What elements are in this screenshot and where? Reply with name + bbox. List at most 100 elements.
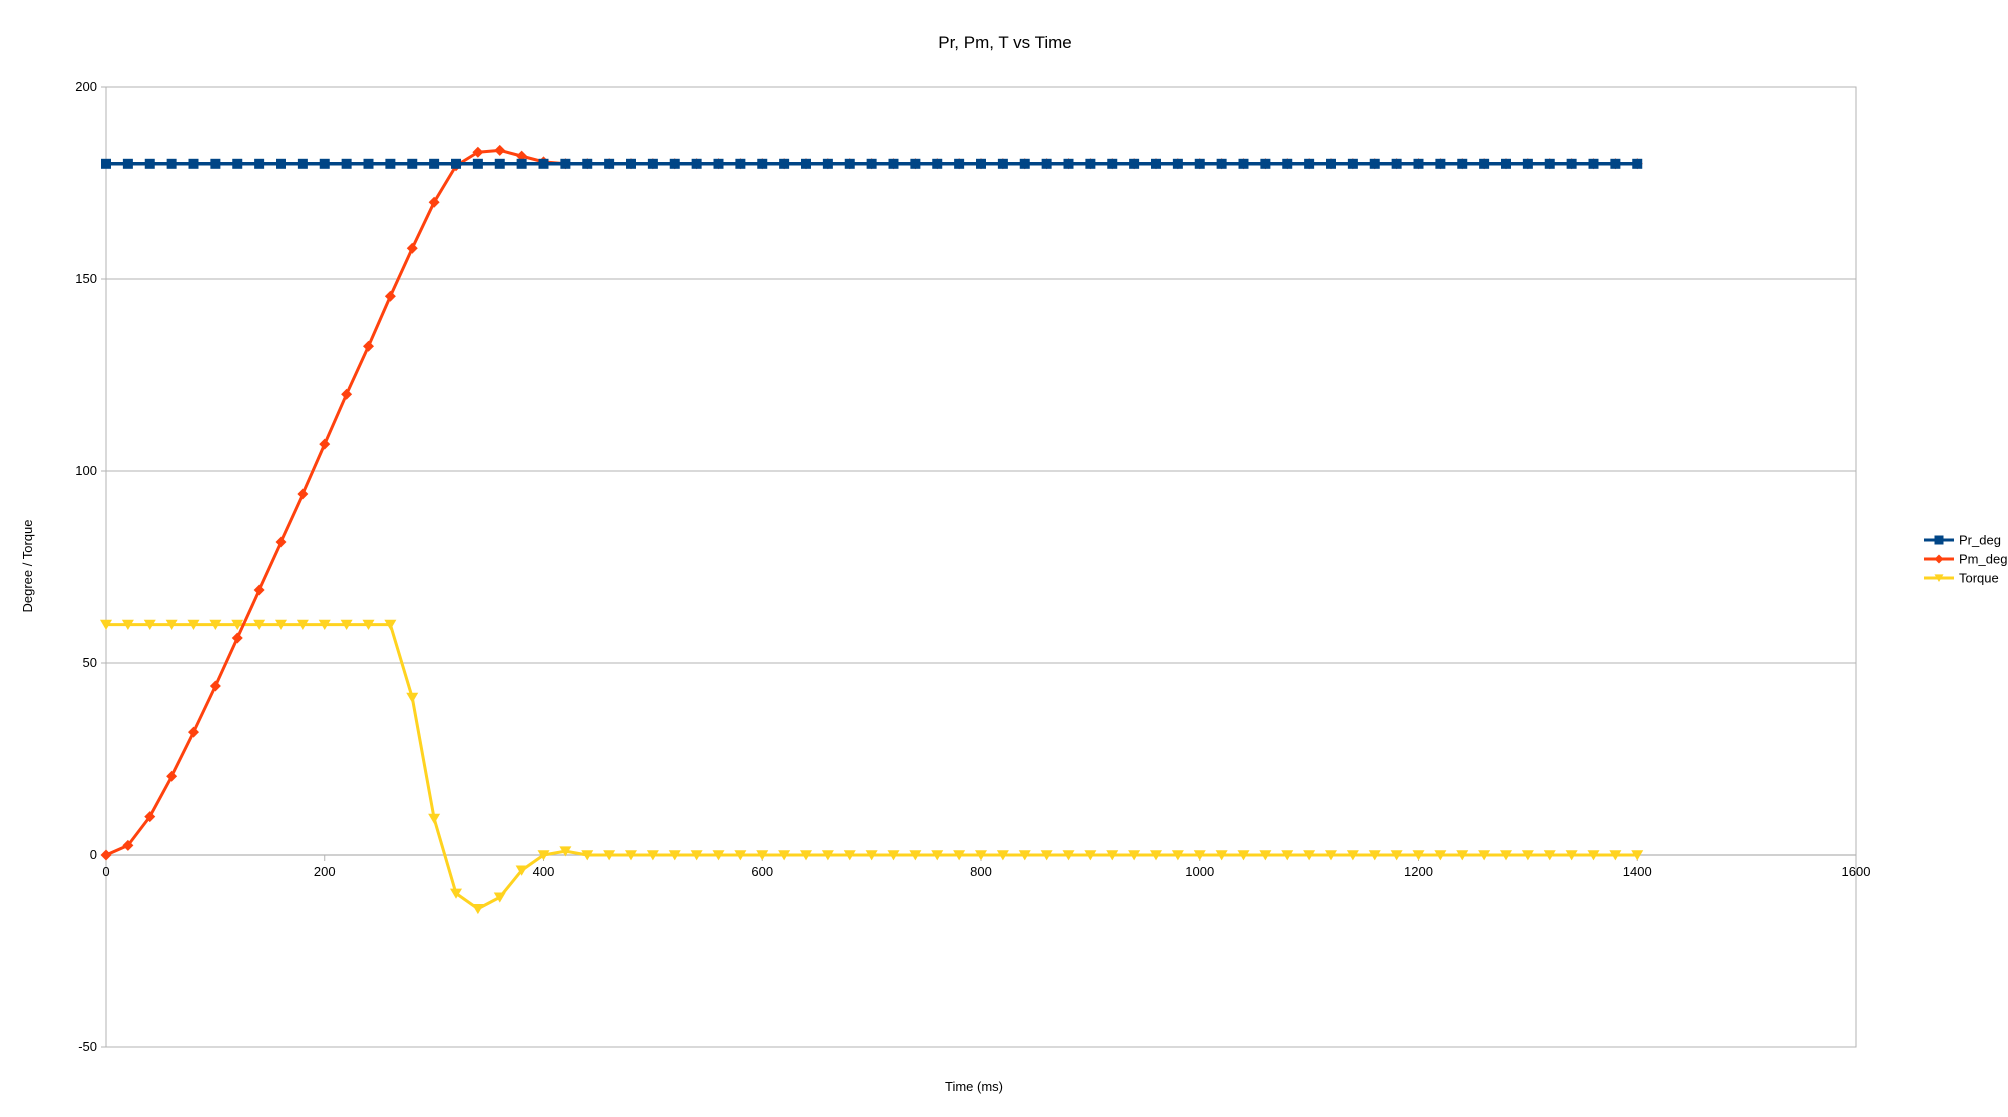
data-point-Pm_deg bbox=[406, 242, 418, 254]
data-point-Torque bbox=[690, 850, 703, 861]
data-point-Pm_deg bbox=[472, 146, 484, 158]
data-point-Torque bbox=[428, 813, 441, 824]
data-point-Pr_deg bbox=[1194, 158, 1205, 169]
data-point-Torque bbox=[340, 619, 353, 630]
data-point-Torque bbox=[646, 850, 659, 861]
data-point-Torque bbox=[1084, 850, 1097, 861]
data-point-Torque bbox=[734, 850, 747, 861]
series-line-Pm_deg bbox=[105, 148, 1638, 857]
data-point-Torque bbox=[1412, 850, 1425, 861]
x-tick-label: 200 bbox=[314, 864, 336, 879]
data-point-Torque bbox=[1500, 850, 1512, 861]
data-point-Pr_deg bbox=[472, 158, 483, 169]
x-tick-label: 600 bbox=[751, 864, 773, 879]
data-point-Torque bbox=[1565, 850, 1578, 861]
data-point-Torque bbox=[865, 850, 878, 861]
data-point-Pr_deg bbox=[1522, 158, 1533, 169]
legend-item-Pm_deg: Pm_deg bbox=[1924, 552, 2007, 567]
data-point-Pr_deg bbox=[735, 158, 746, 169]
data-point-Pr_deg bbox=[954, 158, 965, 169]
data-point-Pr_deg bbox=[1041, 158, 1052, 169]
legend-label: Pr_deg bbox=[1959, 533, 2001, 548]
data-point-Torque bbox=[1478, 850, 1491, 861]
x-tick-label: 0 bbox=[102, 864, 109, 879]
data-point-Pm_deg bbox=[100, 849, 112, 861]
data-point-Pm_deg bbox=[297, 488, 309, 500]
data-point-Pr_deg bbox=[1063, 158, 1074, 169]
data-point-Pr_deg bbox=[647, 158, 658, 169]
data-point-Pr_deg bbox=[1413, 158, 1424, 169]
data-point-Pr_deg bbox=[1129, 158, 1140, 169]
data-point-Pr_deg bbox=[276, 158, 286, 169]
data-point-Pr_deg bbox=[822, 158, 833, 169]
data-point-Pr_deg bbox=[1019, 158, 1030, 169]
data-point-Pr_deg bbox=[1566, 158, 1577, 169]
data-point-Torque bbox=[909, 850, 922, 861]
x-tick-label: 1000 bbox=[1185, 864, 1214, 879]
data-point-Torque bbox=[1368, 850, 1381, 861]
data-point-Torque bbox=[1281, 850, 1294, 861]
data-point-Torque bbox=[953, 850, 966, 861]
data-point-Pr_deg bbox=[560, 158, 571, 169]
data-point-Pr_deg bbox=[997, 158, 1008, 169]
data-point-Torque bbox=[493, 892, 506, 903]
data-point-Pr_deg bbox=[910, 158, 921, 169]
data-point-Pr_deg bbox=[1216, 158, 1227, 169]
legend-marker-Pr_deg bbox=[1934, 535, 1944, 545]
data-point-Pr_deg bbox=[363, 158, 374, 169]
data-point-Torque bbox=[625, 850, 637, 861]
data-point-Torque bbox=[1062, 850, 1075, 861]
legend-marker-Pm_deg bbox=[1934, 554, 1944, 564]
data-point-Pm_deg bbox=[231, 632, 243, 644]
data-point-Pr_deg bbox=[188, 158, 199, 169]
data-point-Torque bbox=[362, 619, 375, 630]
data-point-Pr_deg bbox=[779, 158, 790, 169]
data-point-Torque bbox=[296, 619, 309, 630]
data-point-Pr_deg bbox=[582, 158, 593, 169]
data-point-Torque bbox=[1128, 850, 1141, 861]
data-point-Pr_deg bbox=[1172, 158, 1183, 169]
data-point-Torque bbox=[712, 850, 725, 861]
legend-item-Torque: Torque bbox=[1924, 571, 1999, 586]
data-point-Pr_deg bbox=[604, 158, 615, 169]
data-point-Torque bbox=[1018, 850, 1031, 861]
data-point-Pr_deg bbox=[1479, 158, 1490, 169]
data-point-Torque bbox=[668, 850, 681, 861]
legend-label: Pm_deg bbox=[1959, 552, 2007, 567]
data-point-Torque bbox=[1193, 850, 1206, 861]
data-point-Torque bbox=[821, 850, 834, 861]
data-point-Torque bbox=[1390, 850, 1403, 861]
data-point-Pr_deg bbox=[210, 158, 221, 169]
data-point-Pr_deg bbox=[866, 158, 877, 169]
data-point-Pr_deg bbox=[1632, 158, 1643, 169]
data-point-Torque bbox=[165, 619, 178, 630]
data-point-Pr_deg bbox=[1544, 158, 1555, 169]
data-point-Torque bbox=[843, 850, 856, 861]
data-point-Torque bbox=[1521, 850, 1534, 861]
y-tick-label: 100 bbox=[75, 463, 97, 478]
data-point-Pm_deg bbox=[166, 770, 178, 782]
x-axis-title: Time (ms) bbox=[945, 1079, 1003, 1094]
data-point-Torque bbox=[121, 619, 134, 630]
data-point-Torque bbox=[450, 888, 462, 899]
y-tick-label: 50 bbox=[83, 655, 97, 670]
x-tick-label: 1600 bbox=[1842, 864, 1871, 879]
data-point-Torque bbox=[887, 850, 900, 861]
data-point-Torque bbox=[384, 619, 397, 630]
data-point-Torque bbox=[1434, 850, 1447, 861]
data-point-Pm_deg bbox=[188, 726, 199, 738]
data-point-Pr_deg bbox=[297, 158, 308, 169]
data-point-Pr_deg bbox=[122, 158, 133, 169]
y-tick-label: -50 bbox=[78, 1039, 97, 1054]
data-point-Pr_deg bbox=[1238, 158, 1249, 169]
data-point-Torque bbox=[1609, 850, 1622, 861]
data-point-Pm_deg bbox=[319, 438, 331, 450]
data-point-Pr_deg bbox=[1107, 158, 1118, 169]
data-point-Torque bbox=[231, 619, 244, 630]
series-group bbox=[100, 144, 1644, 915]
data-point-Torque bbox=[1587, 850, 1600, 861]
plot-frame bbox=[105, 86, 1857, 1048]
data-point-Pr_deg bbox=[669, 158, 680, 169]
x-tick-label: 400 bbox=[533, 864, 555, 879]
data-point-Torque bbox=[756, 850, 769, 861]
